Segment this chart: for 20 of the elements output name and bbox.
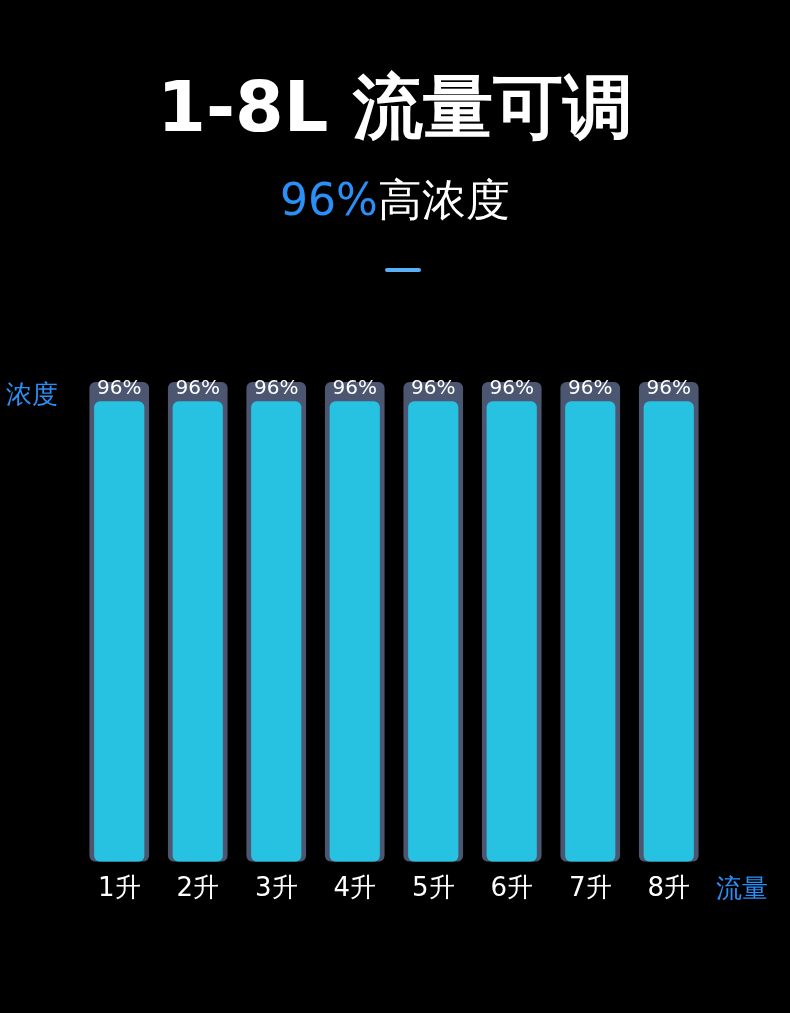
- chart-title: 1-8L 流量可调: [156, 65, 634, 150]
- x-tick-label: 5升: [411, 872, 455, 903]
- chart-subtitle: 96%高浓度: [280, 174, 510, 225]
- data-label: 96%: [568, 375, 613, 400]
- data-label: 96%: [175, 375, 220, 400]
- x-tick-label: 1升: [97, 872, 141, 903]
- data-label: 96%: [489, 375, 534, 400]
- y-axis-title: 浓度: [6, 378, 58, 409]
- x-tick-label: 3升: [254, 872, 298, 903]
- x-tick-label: 4升: [333, 872, 377, 903]
- data-label: 96%: [411, 375, 456, 400]
- data-label: 96%: [332, 375, 377, 400]
- x-tick-label: 2升: [176, 872, 220, 903]
- x-axis-title: 流量: [716, 872, 768, 903]
- x-tick-label: 6升: [490, 872, 534, 903]
- x-tick-label: 8升: [647, 872, 691, 903]
- data-label: 96%: [254, 375, 299, 400]
- x-tick-label: 7升: [568, 872, 612, 903]
- data-label: 96%: [97, 375, 142, 400]
- data-label: 96%: [646, 375, 691, 400]
